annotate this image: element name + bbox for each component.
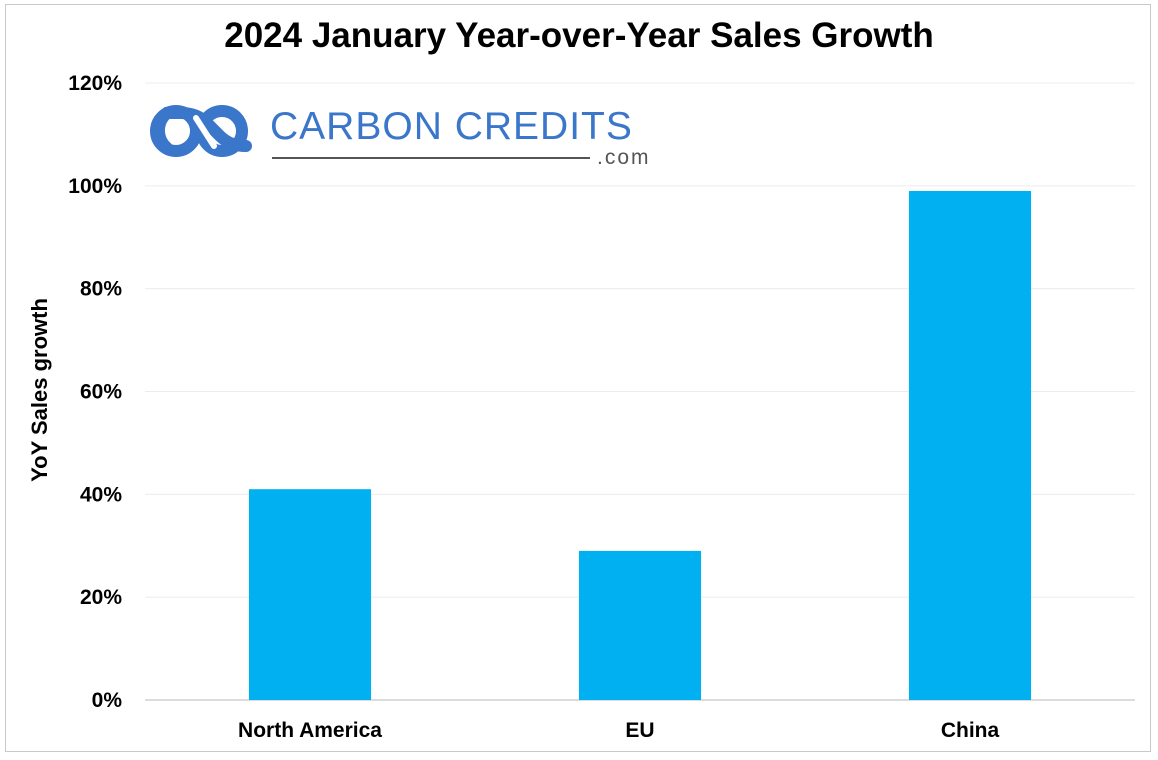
- bar-china: [908, 190, 1032, 700]
- y-tick-label: 60%: [80, 381, 122, 404]
- bar-eu: [578, 550, 702, 700]
- y-tick-label: 100%: [68, 175, 122, 198]
- x-tick-label: China: [941, 719, 1000, 742]
- y-tick-label: 80%: [80, 278, 122, 301]
- y-tick-label: 120%: [68, 72, 122, 95]
- logo-name: CARBON CREDITS: [270, 105, 633, 148]
- chart-title: 2024 January Year-over-Year Sales Growth: [224, 16, 934, 55]
- logo-icon: [150, 105, 252, 157]
- logo-suffix: .com: [597, 146, 651, 169]
- y-tick-labels: 0% 20% 40% 60% 80% 100% 120%: [68, 72, 122, 712]
- y-tick-label: 0%: [92, 689, 123, 712]
- y-tick-label: 40%: [80, 483, 122, 506]
- x-tick-label: North America: [238, 719, 382, 742]
- bar-north-america: [248, 489, 372, 700]
- y-tick-label: 20%: [80, 586, 122, 609]
- chart-frame: [5, 4, 1151, 752]
- x-tick-labels: North America EU China: [238, 719, 999, 742]
- x-tick-label: EU: [625, 719, 654, 742]
- carbon-credits-logo: CARBON CREDITS .com: [150, 105, 651, 169]
- bars: [248, 190, 1032, 700]
